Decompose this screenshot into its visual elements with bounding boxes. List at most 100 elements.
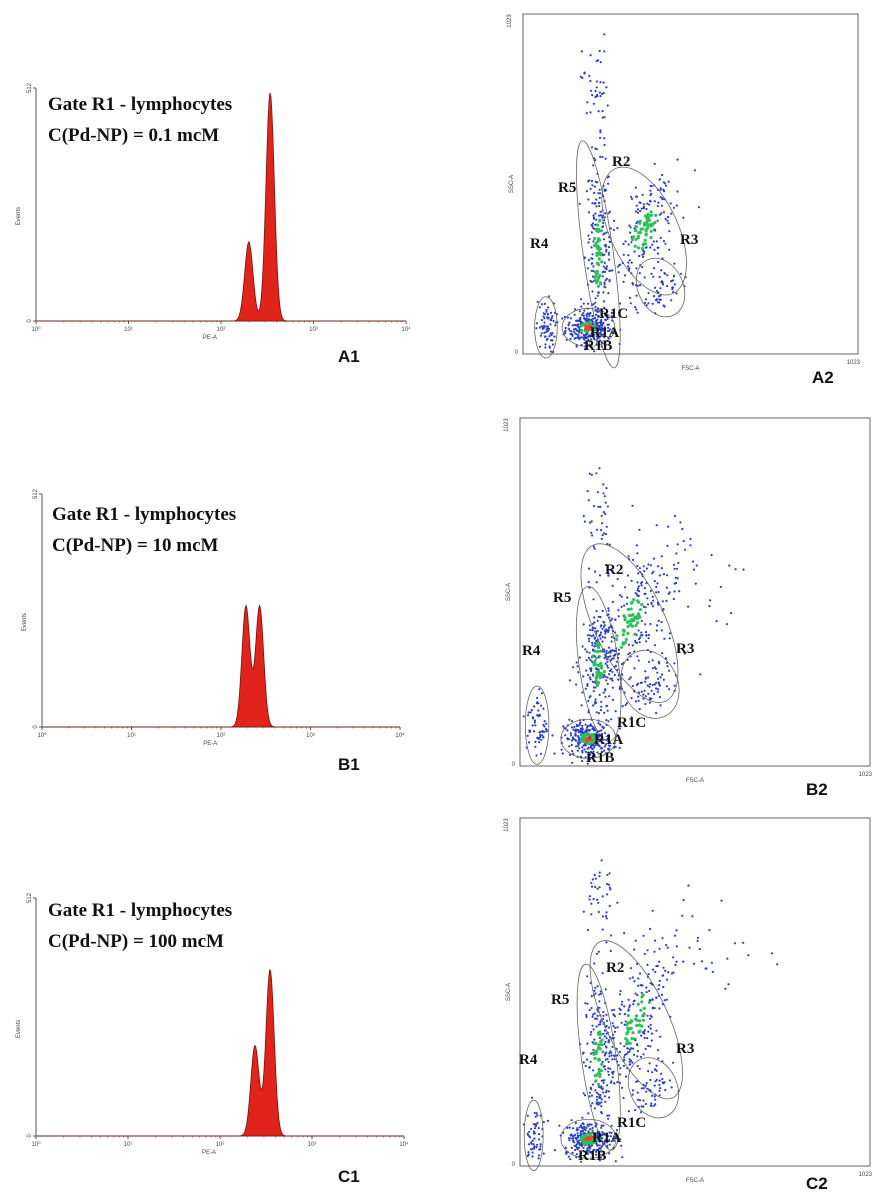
- event-point-r2: [640, 202, 642, 204]
- event-point-r5: [595, 992, 597, 994]
- event-point-r5: [604, 190, 606, 192]
- event-point-r5: [591, 644, 593, 646]
- event-point-r2: [626, 596, 628, 598]
- event-point-r2: [608, 1074, 610, 1076]
- event-point-r2: [623, 1045, 625, 1047]
- event-point-r5: [604, 262, 606, 264]
- event-point-r2: [630, 196, 632, 198]
- event-point-r3: [653, 267, 655, 269]
- event-point-r2: [659, 574, 661, 576]
- event-point-r5: [586, 190, 588, 192]
- event-point-r5: [605, 245, 607, 247]
- x-tick-label: 10⁰: [31, 326, 41, 333]
- event-point-r2: [657, 247, 659, 249]
- event-point-r3: [658, 662, 660, 664]
- event-point-top: [605, 533, 607, 535]
- event-point-r2: [654, 971, 656, 973]
- event-point-r1: [576, 725, 578, 727]
- event-point-r5: [597, 985, 599, 987]
- event-point-top: [596, 86, 598, 88]
- event-point-r3: [641, 1105, 643, 1107]
- event-point-top: [591, 886, 593, 888]
- event-point-r2: [591, 629, 593, 631]
- event-point-r3: [657, 688, 659, 690]
- event-point-r1: [584, 1143, 587, 1146]
- event-point-r5: [590, 1031, 592, 1033]
- event-point-r5: [602, 275, 604, 277]
- x-tick-label: 10⁰: [31, 1141, 41, 1148]
- event-point-r2: [625, 1020, 627, 1022]
- event-point-r5: [585, 688, 587, 690]
- event-point-r2: [629, 1061, 631, 1063]
- event-point-r5: [592, 681, 594, 683]
- event-point-r1: [579, 337, 581, 339]
- event-point-r5: [593, 1028, 595, 1030]
- event-point-top: [601, 93, 603, 95]
- event-point-top: [602, 534, 604, 536]
- event-point-r2: [569, 679, 571, 681]
- event-point-r5: [588, 1067, 590, 1069]
- event-point-r3: [631, 697, 633, 699]
- event-point-r2: [652, 605, 654, 607]
- gate-label-r1b: R1B: [586, 750, 614, 766]
- event-point-spray: [656, 629, 658, 631]
- event-point-r4: [527, 1115, 529, 1117]
- event-point-top: [591, 146, 593, 148]
- event-point-r5: [602, 610, 604, 612]
- event-point-r5: [604, 1101, 606, 1103]
- event-point-r5: [608, 1026, 610, 1028]
- event-point-r3: [673, 275, 675, 277]
- event-point-r1: [585, 324, 588, 327]
- event-point-r2: [646, 567, 648, 569]
- event-point-r3: [644, 703, 646, 705]
- event-point-r5: [588, 657, 590, 659]
- event-point-r5: [587, 674, 589, 676]
- event-point-r5: [594, 660, 597, 663]
- event-point-r2: [611, 636, 613, 638]
- event-point-r2: [676, 159, 678, 161]
- event-point-r2: [614, 674, 616, 676]
- event-point-r5: [597, 192, 599, 194]
- event-point-r2: [635, 225, 638, 228]
- event-point-r5: [590, 246, 592, 248]
- event-point-r1: [586, 726, 588, 728]
- event-point-top: [606, 911, 608, 913]
- event-point-spray: [668, 593, 670, 595]
- event-point-r1: [583, 736, 586, 739]
- event-point-r5: [608, 1061, 610, 1063]
- event-point-r4: [546, 316, 548, 318]
- event-point-r2: [608, 695, 610, 697]
- event-point-r2: [657, 565, 659, 567]
- event-point-r5: [588, 179, 590, 181]
- event-point-r2: [670, 202, 672, 204]
- event-point-r5: [596, 711, 598, 713]
- event-point-r5: [604, 1065, 606, 1067]
- event-point-spray: [701, 960, 703, 962]
- event-point-r4: [551, 332, 553, 334]
- event-point-r2: [616, 227, 618, 229]
- event-point-r4: [549, 323, 551, 325]
- event-point-r5: [594, 1042, 597, 1045]
- event-point-r5: [604, 657, 606, 659]
- event-point-r5: [608, 1090, 610, 1092]
- event-point-r2: [637, 1050, 639, 1052]
- event-point-top: [596, 529, 598, 531]
- event-point-r4: [539, 306, 541, 308]
- event-point-r2: [647, 563, 649, 565]
- event-point-r2: [624, 586, 626, 588]
- event-point-r1: [568, 323, 570, 325]
- event-point-r5: [600, 990, 602, 992]
- event-point-r5: [608, 647, 610, 649]
- event-point-r2: [633, 1054, 635, 1056]
- event-point-r2: [661, 994, 663, 996]
- event-point-r5: [593, 690, 595, 692]
- event-point-r3: [645, 1085, 647, 1087]
- annotation-line-1: Gate R1 - lymphocytes: [48, 94, 232, 115]
- event-point-top: [581, 50, 583, 52]
- event-point-r5: [589, 659, 591, 661]
- event-point-r3: [656, 290, 658, 292]
- event-point-r2: [640, 995, 643, 998]
- event-point-top: [595, 472, 597, 474]
- event-point-r4: [552, 343, 554, 345]
